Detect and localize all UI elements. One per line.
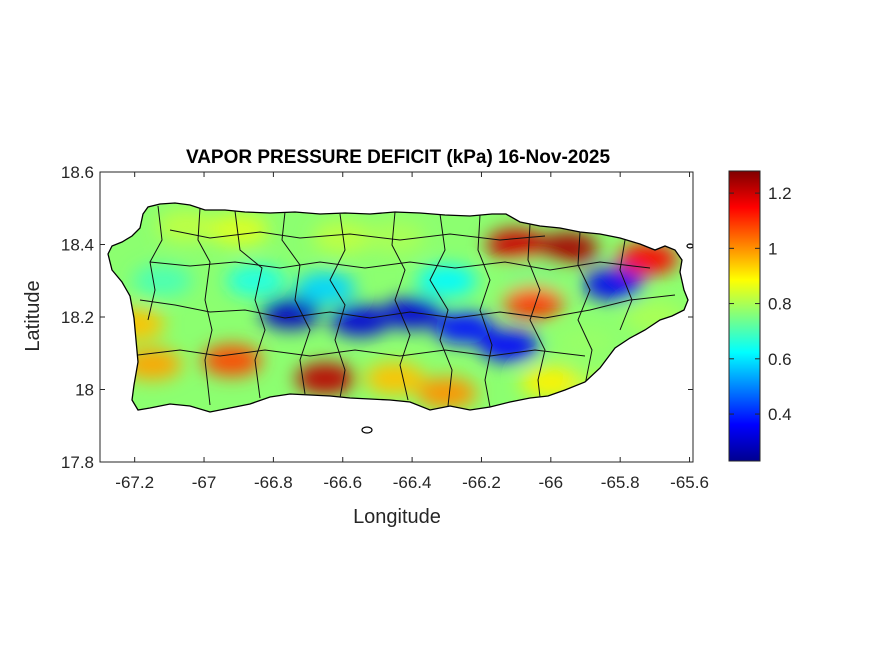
heat-blob — [330, 304, 391, 337]
heat-blob — [555, 326, 616, 359]
municipal-boundary — [429, 213, 453, 407]
colorbar-tick-label: 1 — [768, 239, 777, 258]
heat-blob — [208, 214, 269, 246]
heat-blob — [416, 264, 477, 297]
municipal-boundary — [149, 261, 651, 271]
heat-blob — [617, 243, 678, 275]
colorbar-gradient — [728, 170, 761, 462]
heat-blob — [260, 297, 321, 330]
heat-blob — [538, 232, 599, 265]
y-tick-label: 17.8 — [61, 453, 94, 472]
heat-blob — [364, 221, 425, 254]
y-axis-label: Latitude — [22, 280, 44, 351]
y-axis: 17.8 18 18.2 18.4 18.6 — [61, 163, 693, 472]
municipal-boundary — [329, 213, 346, 399]
y-tick-label: 18.6 — [61, 163, 94, 182]
heat-blob — [583, 268, 644, 301]
heat-blob — [382, 297, 443, 330]
x-axis: -67.2 -67 -66.8 -66.6 -66.4 -66.2 -66 -65.8 -65.… — [115, 172, 709, 492]
y-tick-label: 18 — [75, 381, 94, 400]
colorbar: 0.4 0.6 0.8 1 1.2 — [728, 170, 792, 462]
municipal-boundary — [139, 294, 676, 319]
x-tick-label: -67.2 — [115, 473, 154, 492]
heat-blob — [156, 210, 217, 243]
colorbar-tick-label: 0.6 — [768, 350, 792, 369]
island-outline — [107, 202, 689, 413]
municipal-boundary — [281, 211, 311, 395]
y-tick-label: 18.4 — [61, 236, 94, 255]
x-tick-label: -65.6 — [670, 473, 709, 492]
heat-blob — [364, 362, 425, 395]
municipal-boundary — [527, 223, 546, 398]
x-tick-label: -66.4 — [393, 473, 432, 492]
municipal-boundary — [577, 231, 593, 386]
municipal-boundary — [137, 349, 586, 357]
x-axis-label: Longitude — [353, 506, 441, 528]
municipal-boundary — [169, 229, 546, 241]
x-tick-label: -67 — [192, 473, 217, 492]
heat-blob — [479, 330, 540, 362]
colorbar-tick-label: 0.8 — [768, 295, 792, 314]
heat-blob — [503, 286, 564, 319]
colorbar-tick-label: 0.4 — [768, 405, 792, 424]
heat-blob — [295, 362, 356, 395]
heat-blob — [486, 228, 547, 261]
colorbar-tick-label: 1.2 — [768, 184, 792, 203]
islet — [361, 426, 373, 434]
x-tick-label: -66.2 — [462, 473, 501, 492]
municipal-boundaries — [137, 205, 676, 408]
heat-blob — [416, 377, 477, 410]
y-tick-label: 18.2 — [61, 308, 94, 327]
municipal-boundary — [197, 207, 213, 406]
municipal-boundary — [391, 211, 411, 401]
x-tick-label: -65.8 — [601, 473, 640, 492]
heat-blob — [295, 272, 356, 304]
municipal-boundary — [234, 210, 266, 399]
x-tick-label: -66.6 — [323, 473, 362, 492]
heat-blob — [201, 344, 262, 377]
heat-blob — [132, 264, 193, 297]
x-tick-label: -66 — [539, 473, 564, 492]
municipal-boundary — [619, 239, 633, 331]
heat-blob — [226, 264, 287, 297]
x-tick-label: -66.8 — [254, 473, 293, 492]
map-title: VAPOR PRESSURE DEFICIT (kPa) 16-Nov-2025 — [186, 147, 611, 168]
heat-blob — [434, 311, 495, 344]
municipal-boundary — [477, 214, 493, 408]
